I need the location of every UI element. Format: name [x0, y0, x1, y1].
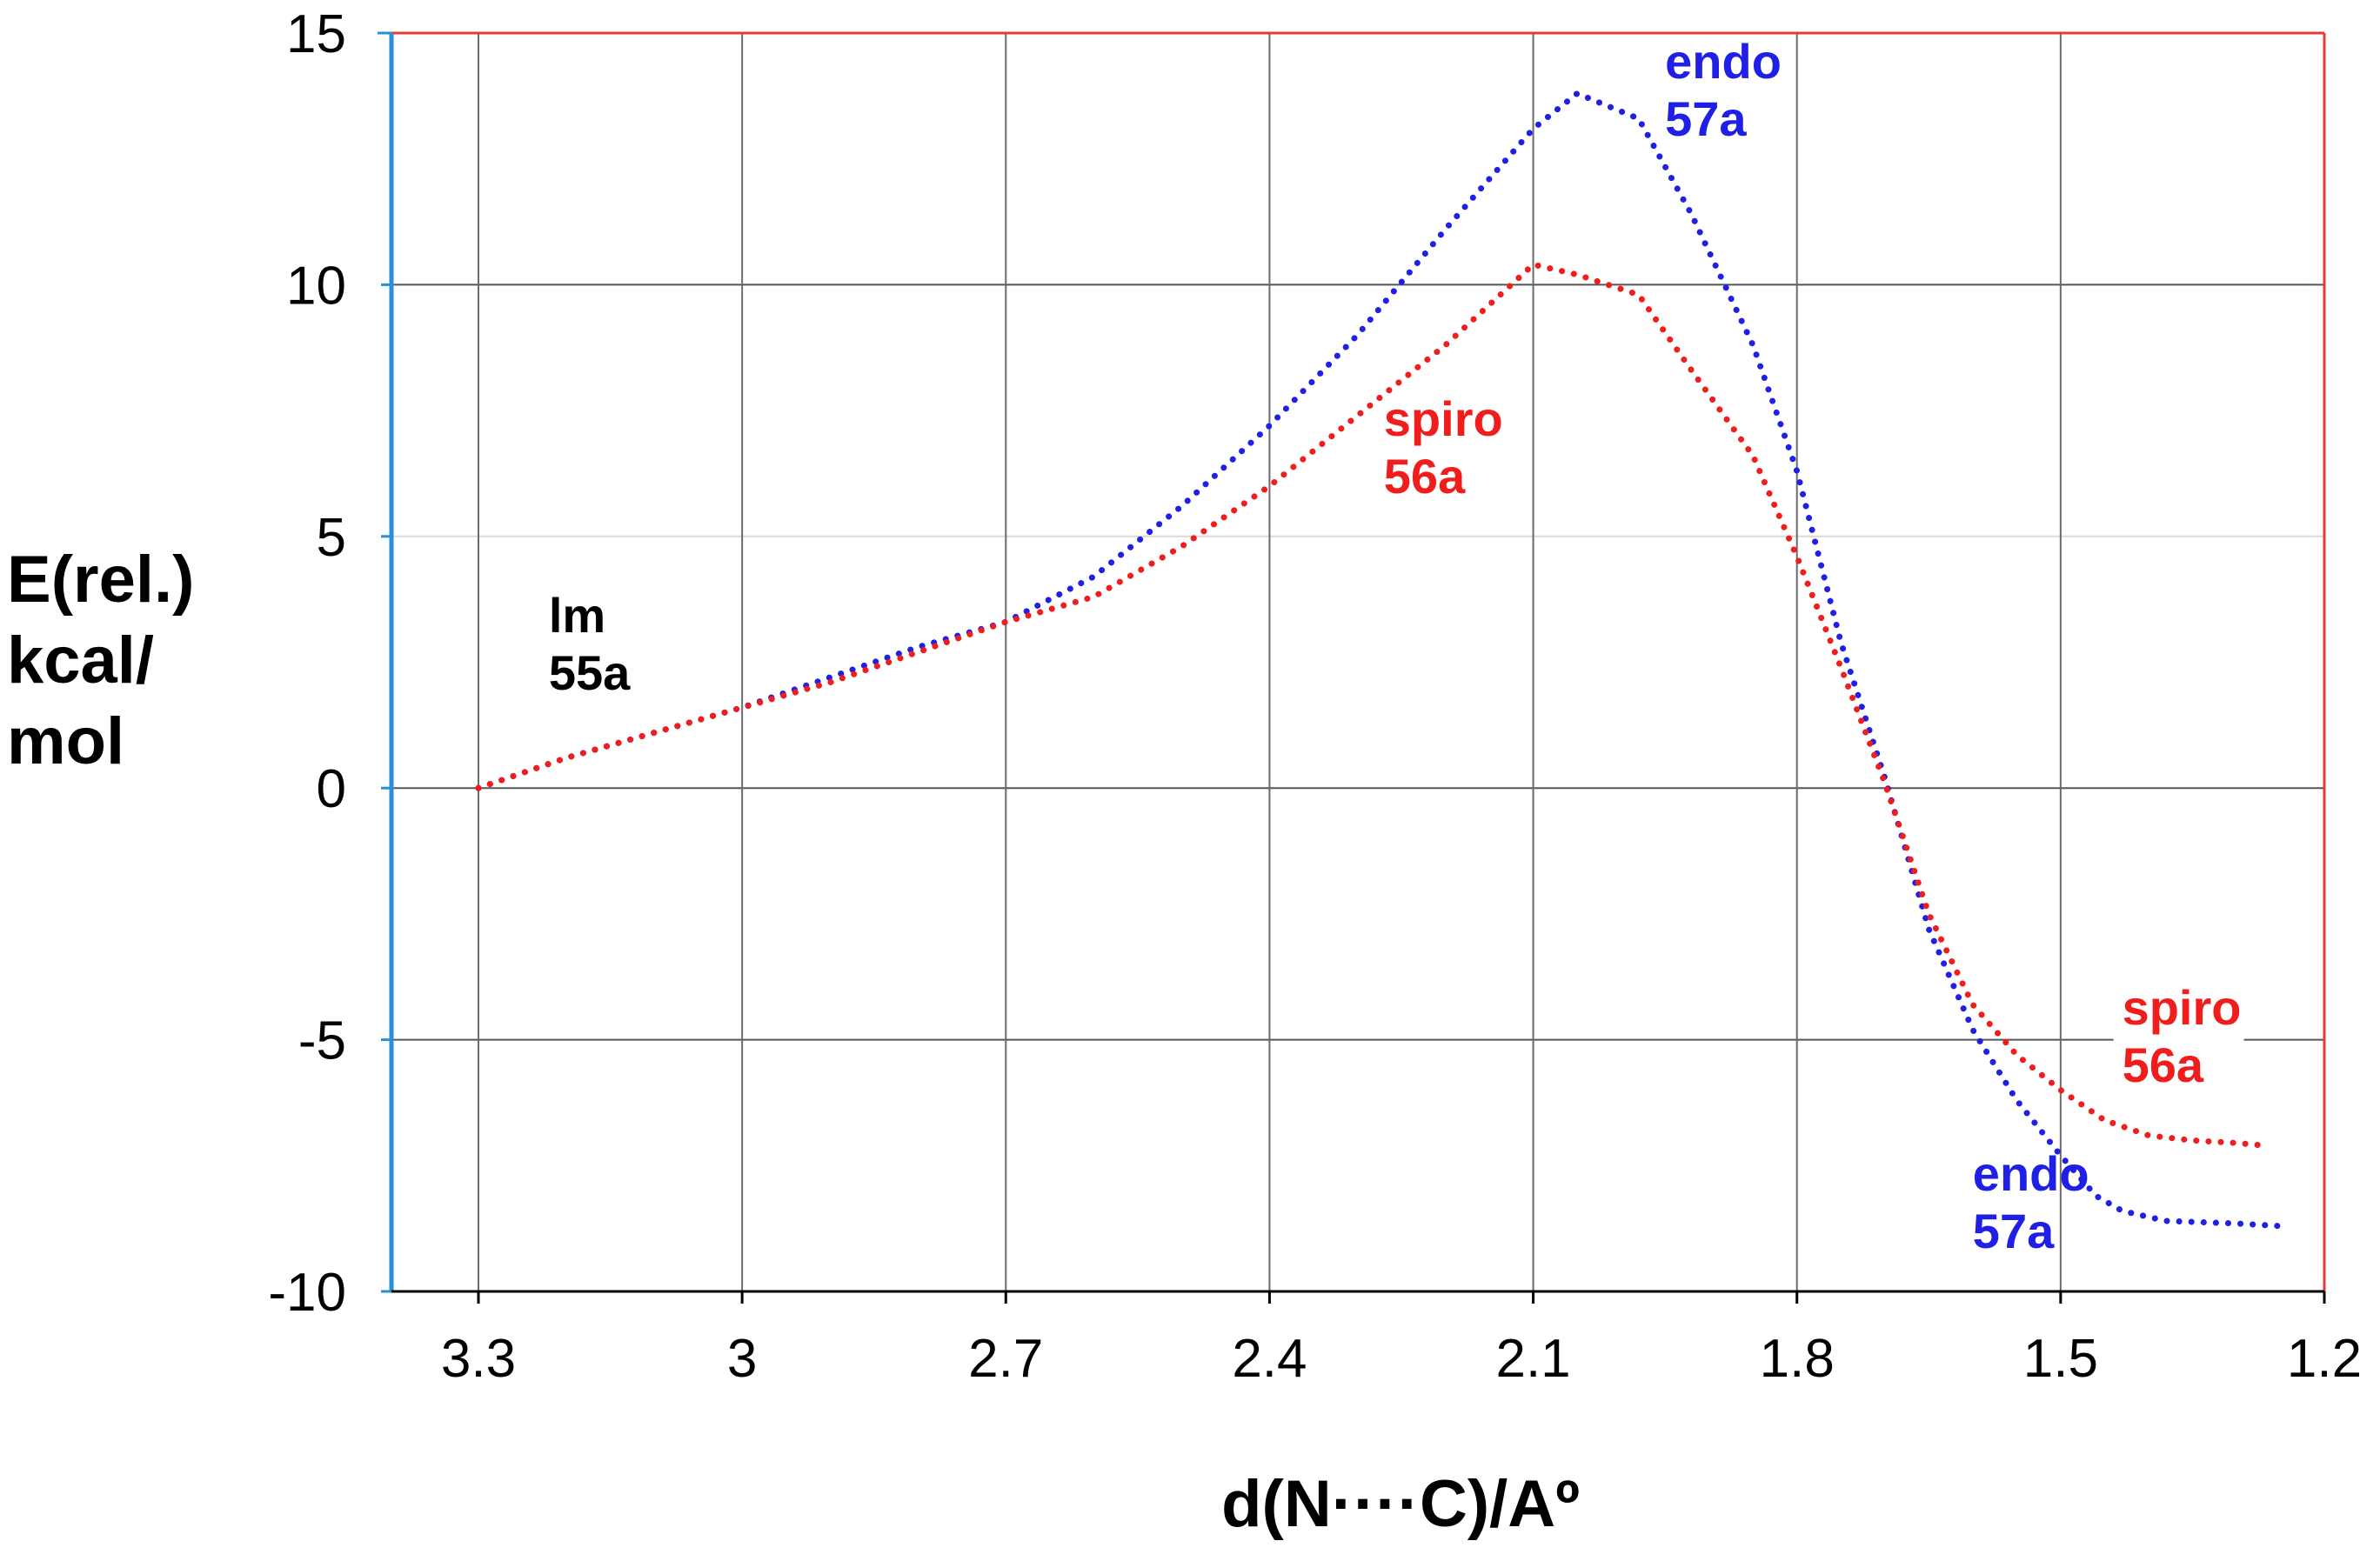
x-tick-label: 1.2 — [2287, 1329, 2362, 1389]
annotation-label: 56a — [1384, 449, 1466, 504]
x-tick-label: 2.7 — [968, 1329, 1043, 1389]
annotation-label: spiro — [2123, 980, 2242, 1035]
series-line-spiro — [475, 261, 2266, 1149]
grid-lines — [391, 32, 2324, 1292]
annotation-label: 55a — [549, 645, 631, 700]
annotation-label: 57a — [1973, 1204, 2055, 1258]
y-axis-ticks: 15 10 5 0 -5 -10 — [268, 4, 391, 1323]
annotation-backing — [2113, 979, 2244, 1093]
y-tick-label: 10 — [286, 256, 346, 316]
x-tick-label: 3 — [727, 1329, 757, 1389]
x-tick-label: 1.8 — [1760, 1329, 1835, 1389]
x-axis-ticks: 3.3 3 2.7 2.4 2.1 1.8 1.5 1.2 — [441, 1291, 2362, 1389]
y-tick-label: -5 — [298, 1011, 346, 1071]
y-axis-title-line-1: E(rel.) — [7, 543, 194, 617]
y-tick-label: -10 — [268, 1263, 346, 1323]
x-tick-label: 1.5 — [2023, 1329, 2098, 1389]
x-axis-title: d(N····C)/Aº — [1221, 1467, 1580, 1541]
y-axis-title-line-3: mol — [7, 704, 124, 778]
annotation-label: endo — [1973, 1146, 2089, 1201]
y-tick-label: 5 — [317, 508, 346, 568]
plot-frame — [378, 31, 2326, 1293]
y-tick-label: 15 — [286, 4, 346, 64]
x-tick-label: 2.1 — [1495, 1329, 1570, 1389]
annotation-label: endo — [1665, 34, 1782, 89]
annotation-label: 56a — [2123, 1037, 2204, 1092]
y-tick-label: 0 — [317, 759, 346, 819]
series-line-endo — [475, 90, 2283, 1230]
annotation-label: spiro — [1384, 391, 1503, 446]
x-tick-label: 2.4 — [1232, 1329, 1307, 1389]
y-axis-title-line-2: kcal/ — [7, 624, 154, 697]
annotation-label: lm — [549, 588, 605, 643]
annotation-label: 57a — [1665, 91, 1747, 146]
series-layer — [475, 90, 2283, 1230]
y-axis-title: E(rel.) kcal/ mol — [7, 543, 194, 778]
x-tick-label: 3.3 — [441, 1329, 516, 1389]
